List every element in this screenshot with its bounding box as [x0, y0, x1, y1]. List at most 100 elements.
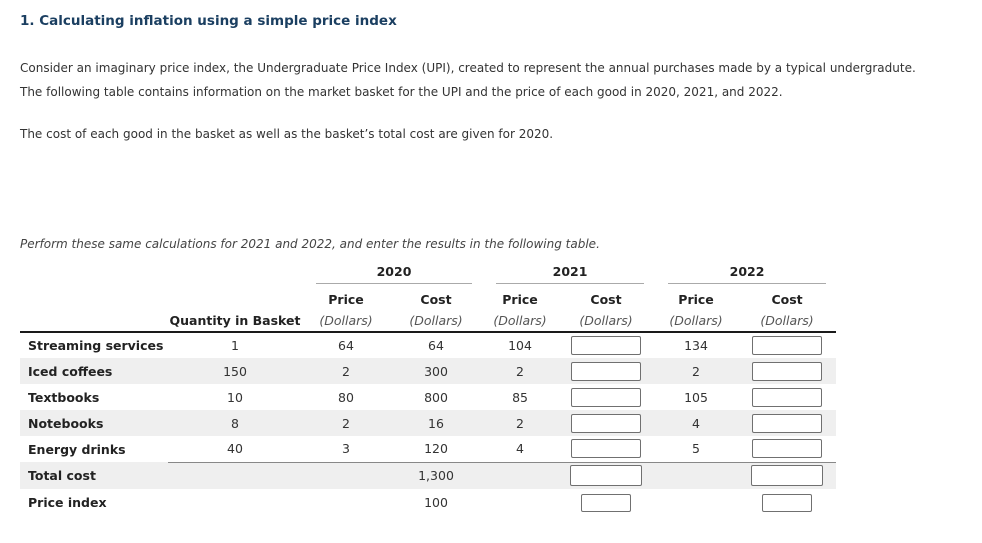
empty-header-cell — [20, 262, 168, 288]
row-label: Price index — [28, 495, 107, 510]
dollars-unit-label: (Dollars) — [302, 310, 390, 333]
price-col-header-2021: Price — [502, 291, 538, 307]
upi-table: 2020 2021 2022 Price Cost Price Cost Pri… — [20, 262, 837, 516]
price-2021-value: 2 — [482, 410, 559, 436]
total-cost-2022-input[interactable] — [751, 465, 824, 487]
table-row-textbooks: Textbooks 10 80 800 85 105 — [20, 384, 836, 410]
cost-2021-cell — [558, 384, 654, 410]
empty-cell — [302, 489, 390, 516]
price-col-header-2022: Price — [678, 291, 714, 307]
cost-2022-input-energy-drinks[interactable] — [752, 439, 823, 459]
cost-2022-cell — [738, 384, 836, 410]
price-index-2022-input[interactable] — [762, 493, 813, 512]
price-2020-value: 2 — [302, 358, 390, 384]
intro-paragraph: Consider an imaginary price index, the U… — [20, 56, 982, 104]
dollars-unit-label: (Dollars) — [738, 310, 837, 333]
cost-2021-cell — [558, 332, 654, 358]
empty-cell — [482, 489, 558, 516]
cost-2022-input-notebooks[interactable] — [752, 413, 823, 433]
total-cost-2020-value: 1,300 — [390, 461, 483, 489]
cost-2021-input-iced-coffees[interactable] — [571, 361, 642, 381]
cost-col-header-2022: Cost — [771, 291, 803, 307]
dollars-unit-label: (Dollars) — [654, 310, 739, 333]
price-2021-value: 4 — [516, 441, 524, 457]
empty-cell — [654, 461, 739, 489]
cost-2021-cell — [558, 436, 654, 462]
price-2020-value: 2 — [302, 410, 390, 436]
cost-2020-value: 300 — [390, 358, 483, 384]
total-cost-2022-cell — [738, 461, 837, 489]
table-row-streaming-services: Streaming services 1 64 64 104 134 — [20, 332, 836, 358]
price-2022-value: 5 — [692, 441, 700, 457]
cost-2022-input-streaming-services[interactable] — [752, 336, 823, 355]
table-row-total-cost: Total cost 1,300 — [20, 461, 837, 489]
row-label: Energy drinks — [28, 441, 126, 457]
cost-2022-cell — [738, 410, 837, 436]
empty-cell — [302, 461, 390, 489]
cost-2020-value: 120 — [424, 441, 448, 457]
dollars-unit-label: (Dollars) — [390, 310, 483, 333]
year-header-2022: 2022 — [654, 262, 836, 288]
price-2021-value: 104 — [508, 338, 532, 353]
cost-2022-input-iced-coffees[interactable] — [752, 361, 823, 381]
year-header-row: 2020 2021 2022 — [20, 262, 836, 288]
price-2021-value: 2 — [482, 358, 559, 384]
quantity-value: 150 — [168, 358, 302, 384]
cost-2022-input-textbooks[interactable] — [752, 387, 823, 407]
price-index-2021-cell — [558, 489, 654, 516]
price-2022-value: 134 — [684, 338, 708, 353]
empty-header-cell — [168, 288, 302, 310]
dollars-unit-label: (Dollars) — [558, 310, 655, 333]
cost-2021-cell — [558, 358, 655, 384]
intro-line-1: Consider an imaginary price index, the U… — [20, 61, 916, 75]
cost-2021-input-textbooks[interactable] — [571, 387, 642, 407]
cost-2020-value: 800 — [424, 389, 448, 405]
row-label: Total cost — [20, 462, 168, 489]
empty-cell — [168, 489, 302, 516]
cost-2020-value: 64 — [428, 338, 444, 353]
quantity-value: 40 — [227, 441, 243, 457]
price-2020-value: 3 — [342, 441, 350, 457]
dollars-unit-label: (Dollars) — [482, 310, 559, 333]
cost-col-header-2020: Cost — [420, 291, 452, 307]
price-index-2021-input[interactable] — [581, 493, 632, 512]
quantity-value: 1 — [231, 338, 239, 353]
row-label: Textbooks — [28, 389, 100, 405]
price-2021-value: 85 — [512, 389, 528, 405]
price-2020-value: 64 — [338, 338, 354, 353]
table-row-notebooks: Notebooks 8 2 16 2 4 — [20, 410, 837, 436]
price-col-header-2020: Price — [328, 291, 364, 307]
table-row-energy-drinks: Energy drinks 40 3 120 4 5 — [20, 436, 836, 462]
cost-2021-cell — [558, 410, 655, 436]
cost-2020-value: 16 — [390, 410, 483, 436]
total-cost-2021-input[interactable] — [570, 465, 643, 487]
instruction-text: Perform these same calculations for 2021… — [20, 237, 600, 251]
quantity-column-header: Quantity in Basket — [168, 310, 302, 333]
cost-2021-input-energy-drinks[interactable] — [571, 439, 642, 459]
empty-header-cell — [168, 262, 302, 288]
empty-header-cell — [20, 310, 168, 333]
table-row-price-index: Price index 100 — [20, 489, 836, 516]
empty-cell — [482, 461, 559, 489]
cost-col-header-2021: Cost — [590, 291, 622, 307]
price-2022-value: 105 — [684, 389, 708, 405]
year-header-2021: 2021 — [482, 262, 654, 288]
price-2022-value: 2 — [654, 358, 739, 384]
units-header-row: Quantity in Basket (Dollars) (Dollars) (… — [20, 310, 837, 333]
intro-line-2: The following table contains information… — [20, 85, 783, 99]
cost-2021-input-streaming-services[interactable] — [571, 336, 642, 355]
cost-note-paragraph: The cost of each good in the basket as w… — [20, 127, 554, 141]
total-cost-2021-cell — [558, 461, 655, 489]
cost-2021-input-notebooks[interactable] — [571, 413, 642, 433]
row-label: Iced coffees — [20, 358, 168, 384]
cost-2022-cell — [738, 436, 836, 462]
question-title: 1. Calculating inflation using a simple … — [20, 13, 397, 29]
row-label: Streaming services — [28, 338, 164, 353]
cost-2022-cell — [738, 332, 836, 358]
price-cost-header-row: Price Cost Price Cost Price Cost — [20, 288, 836, 310]
empty-cell — [168, 461, 302, 489]
row-label: Notebooks — [20, 410, 168, 436]
empty-cell — [654, 489, 738, 516]
price-index-2022-cell — [738, 489, 836, 516]
